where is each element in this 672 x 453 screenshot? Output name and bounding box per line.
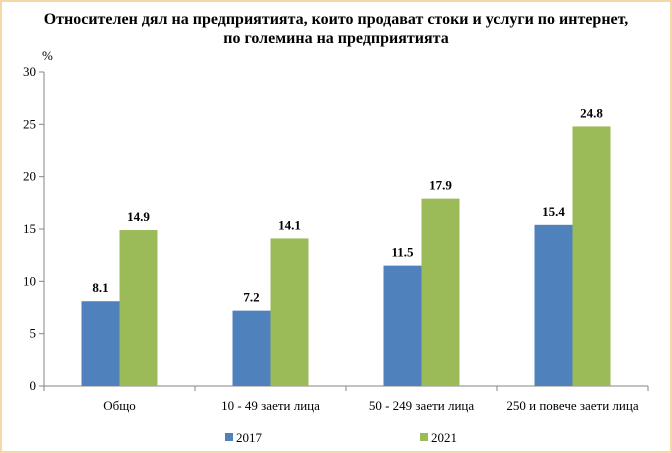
bars — [81, 126, 611, 386]
data-label-2021: 14.9 — [127, 209, 150, 224]
x-category-label: 50 - 249 заети лица — [369, 398, 475, 413]
x-category-label: Общо — [103, 398, 136, 413]
y-tick-label: 30 — [23, 64, 36, 79]
data-label-2021: 17.9 — [429, 178, 452, 193]
x-category-label: 10 - 49 заети лица — [221, 398, 320, 413]
bar-2021 — [572, 126, 611, 386]
legend: 2017 2021 — [225, 430, 457, 445]
bar-2021 — [270, 238, 309, 386]
data-label-2017: 15.4 — [542, 204, 565, 219]
data-labels: 8.1 14.9 7.2 14.1 11.5 17.9 15.4 24.8 — [92, 105, 603, 304]
bar-2017 — [232, 310, 271, 386]
chart-title: Относителен дял на предприятията, които … — [0, 10, 672, 48]
x-category-label: 250 и повече заети лица — [506, 398, 638, 413]
y-tick-label: 10 — [23, 273, 36, 288]
y-tick-label: 15 — [23, 221, 36, 236]
data-label-2017: 7.2 — [243, 290, 259, 305]
axes: 0 5 10 15 20 25 30 Общо 10 - 49 заети лица 50 - 2… — [23, 64, 649, 413]
chart-title-line-1: Относителен дял на предприятията, които … — [43, 11, 629, 28]
y-tick-label: 0 — [30, 378, 37, 393]
chart-title-line-2: по големина на предприятията — [223, 30, 449, 47]
data-label-2017: 8.1 — [92, 280, 108, 295]
data-label-2017: 11.5 — [391, 245, 414, 260]
y-axis-unit-label: % — [42, 48, 53, 63]
data-label-2021: 24.8 — [580, 105, 603, 120]
bar-2017 — [81, 301, 120, 386]
bar-2017 — [383, 265, 422, 386]
y-tick-label: 25 — [23, 116, 36, 131]
y-tick-label: 5 — [30, 326, 37, 341]
legend-label-2021: 2021 — [431, 430, 457, 445]
legend-swatch-2021 — [420, 433, 428, 441]
bar-2021 — [119, 230, 158, 386]
bar-2021 — [421, 198, 460, 386]
data-label-2021: 14.1 — [278, 217, 301, 232]
bar-2017 — [534, 224, 573, 386]
legend-swatch-2017 — [225, 433, 233, 441]
y-tick-label: 20 — [23, 169, 36, 184]
legend-label-2017: 2017 — [236, 430, 263, 445]
